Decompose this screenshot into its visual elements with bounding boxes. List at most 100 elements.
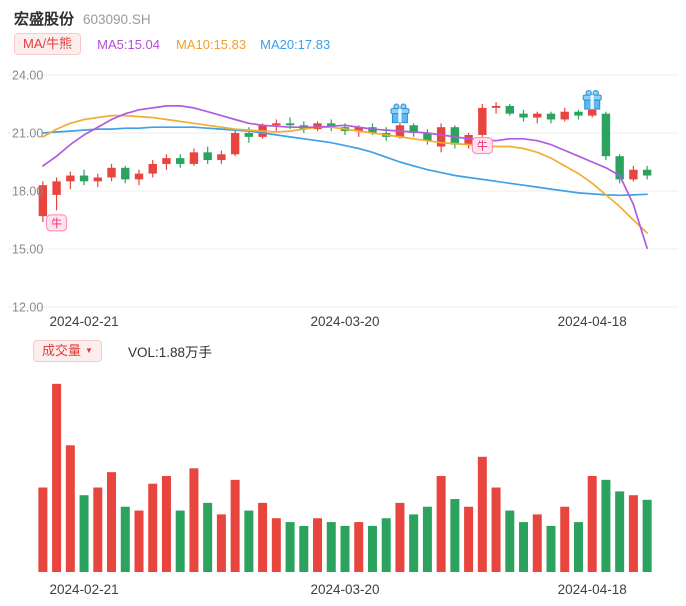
candle-body[interactable] (230, 133, 240, 155)
svg-text:牛: 牛 (51, 216, 62, 230)
volume-bar[interactable] (65, 445, 75, 572)
volume-bar[interactable] (93, 487, 103, 572)
candle-body[interactable] (38, 185, 48, 217)
candle-body[interactable] (629, 169, 638, 180)
volume-bar[interactable] (107, 472, 117, 572)
volume-bar[interactable] (299, 525, 309, 572)
volume-bar[interactable] (395, 502, 405, 572)
candle-body[interactable] (272, 123, 281, 126)
candle-body[interactable] (368, 127, 377, 133)
candle-body[interactable] (217, 154, 226, 161)
volume-bar[interactable] (52, 383, 62, 572)
candle-body[interactable] (327, 123, 336, 128)
ma-indicator-selector-button[interactable]: MA/牛熊 (14, 33, 82, 55)
volume-bar[interactable] (573, 522, 583, 572)
volume-bar[interactable] (491, 487, 501, 572)
candle-body[interactable] (423, 133, 432, 141)
candle-body[interactable] (642, 169, 652, 176)
candle-body[interactable] (478, 107, 487, 135)
bull-signal-badge[interactable]: 牛 (46, 214, 68, 232)
candle-body[interactable] (464, 134, 473, 145)
volume-bar[interactable] (79, 495, 89, 572)
volume-bar[interactable] (285, 522, 295, 572)
candle-body[interactable] (134, 173, 144, 180)
gift-icon[interactable] (582, 89, 602, 110)
candle-body[interactable] (436, 127, 446, 147)
volume-bar[interactable] (615, 491, 625, 572)
volume-bar[interactable] (601, 479, 611, 572)
volume-bar[interactable] (189, 468, 199, 572)
volume-bar[interactable] (38, 487, 48, 572)
candle-body[interactable] (546, 113, 556, 120)
candle-body[interactable] (354, 127, 363, 132)
ma20-line (42, 126, 648, 197)
volume-bar[interactable] (560, 506, 570, 572)
volume-bar[interactable] (519, 522, 529, 572)
volume-bar[interactable] (505, 510, 515, 572)
candle-body[interactable] (244, 133, 254, 137)
volume-bar[interactable] (367, 525, 377, 572)
volume-bar[interactable] (436, 476, 446, 572)
volume-bar[interactable] (175, 510, 185, 572)
volume-bar[interactable] (477, 456, 487, 572)
volume-bar[interactable] (422, 506, 432, 572)
svg-text:21.00: 21.00 (12, 127, 43, 141)
candle-body[interactable] (491, 105, 501, 108)
volume-bar[interactable] (313, 518, 323, 572)
volume-bar[interactable] (326, 522, 336, 572)
candle-body[interactable] (519, 113, 528, 118)
candle-body[interactable] (615, 156, 624, 180)
candle-body[interactable] (176, 158, 185, 164)
bull-signal-badge[interactable]: 牛 (471, 137, 493, 155)
volume-bar[interactable] (161, 476, 171, 572)
volume-bar[interactable] (148, 483, 158, 572)
volume-bar[interactable] (230, 479, 240, 572)
volume-bar[interactable] (409, 514, 419, 572)
candle-body[interactable] (505, 105, 514, 114)
candle-body[interactable] (121, 167, 130, 180)
candle-body[interactable] (409, 125, 418, 133)
candle-body[interactable] (189, 152, 199, 164)
volume-bar[interactable] (464, 506, 474, 572)
volume-bar[interactable] (642, 499, 652, 572)
candle-body[interactable] (533, 113, 542, 118)
candle-body[interactable] (52, 181, 61, 195)
candle-body[interactable] (93, 177, 102, 182)
candle-body[interactable] (574, 111, 583, 116)
volume-bar[interactable] (216, 514, 226, 572)
candle-body[interactable] (66, 175, 75, 182)
volume-bar[interactable] (258, 502, 268, 572)
volume-bar[interactable] (271, 518, 281, 572)
volume-bar[interactable] (546, 525, 556, 572)
volume-bar[interactable] (587, 476, 597, 572)
candle-body[interactable] (450, 127, 460, 145)
volume-bar[interactable] (381, 518, 391, 572)
candle-body[interactable] (588, 109, 597, 116)
volume-bar[interactable] (203, 502, 213, 572)
candle-body[interactable] (285, 123, 295, 126)
header: 宏盛股份 603090.SH (14, 8, 151, 29)
volume-bar[interactable] (354, 522, 364, 572)
price-y-axis-labels: 24.00 21.00 18.00 15.00 12.00 (12, 69, 43, 315)
svg-text:2024-03-20: 2024-03-20 (310, 582, 379, 597)
gift-icon[interactable] (390, 103, 410, 124)
volume-bar[interactable] (120, 506, 130, 572)
candle-body[interactable] (162, 158, 171, 164)
volume-bar[interactable] (340, 525, 350, 572)
volume-bars-layer[interactable] (38, 383, 652, 572)
volume-bar[interactable] (244, 510, 254, 572)
candle-body[interactable] (79, 175, 89, 182)
volume-bar[interactable] (134, 510, 144, 572)
volume-bar[interactable] (628, 495, 638, 572)
candle-body[interactable] (560, 111, 569, 120)
volume-bar-chart[interactable]: 2024-02-21 2024-03-20 2024-04-18 (0, 364, 686, 604)
candle-body[interactable] (203, 152, 212, 161)
candle-body[interactable] (107, 167, 116, 178)
volume-bar[interactable] (450, 499, 460, 572)
candle-body[interactable] (148, 163, 157, 174)
volume-bar[interactable] (532, 514, 542, 572)
candle-body[interactable] (313, 123, 322, 130)
volume-indicator-selector-button[interactable]: 成交量 ▼ (33, 340, 102, 362)
candle-body[interactable] (601, 113, 611, 157)
